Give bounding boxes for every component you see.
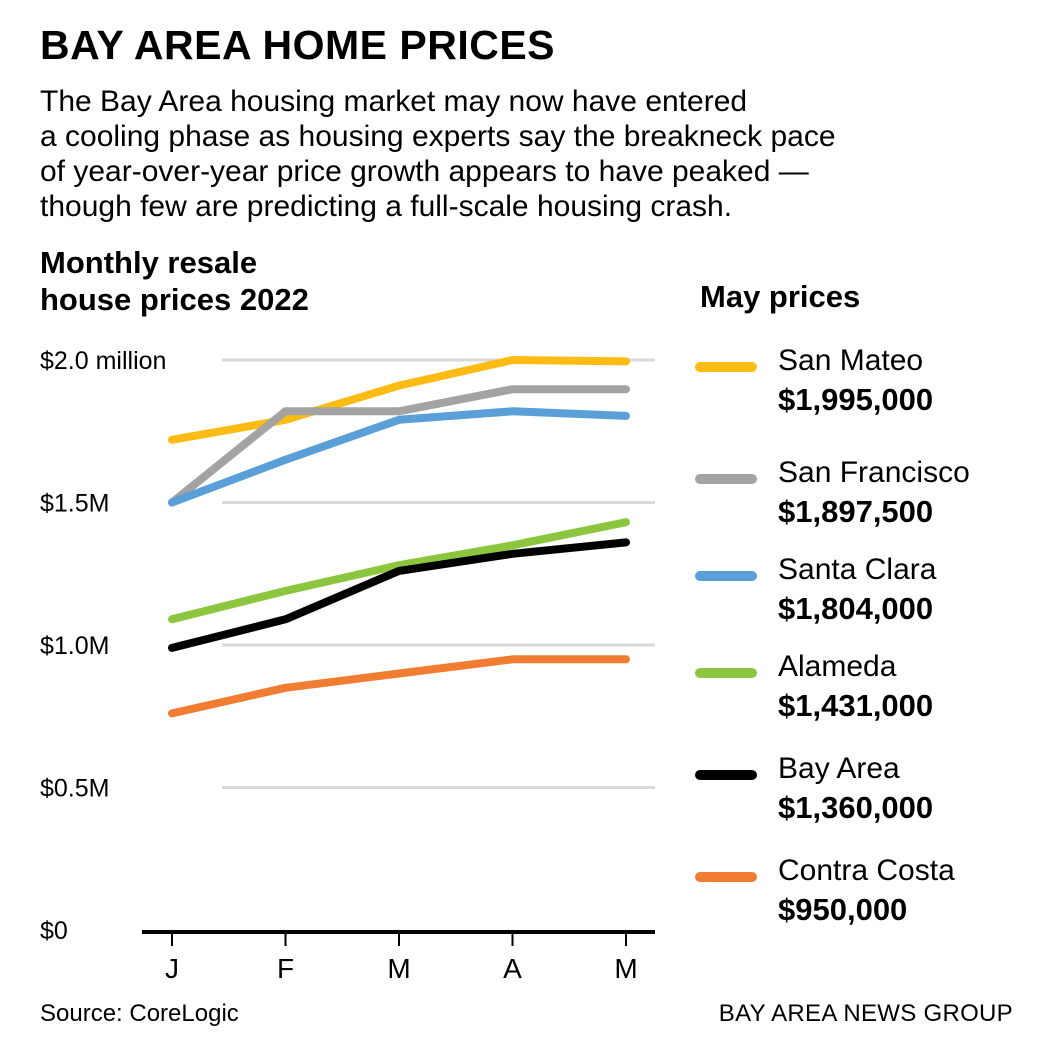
dek-line: The Bay Area housing market may now have…: [40, 85, 748, 118]
legend-may-price: $1,804,000: [778, 591, 934, 626]
legend-series-name: Bay Area: [778, 752, 900, 785]
y-tick-label: $1.0M: [40, 632, 109, 660]
legend-swatch: [695, 474, 757, 484]
series-line-san-francisco: [168, 385, 630, 507]
legend-series-name: San Mateo: [778, 344, 924, 377]
x-tick-label: A: [503, 953, 522, 984]
legend-swatch: [695, 770, 757, 780]
x-tick-label: M: [614, 953, 637, 984]
series-lines: [168, 356, 630, 718]
legend-swatch: [695, 872, 757, 882]
dek: The Bay Area housing market may now have…: [40, 84, 1000, 224]
legend-swatch: [695, 668, 757, 678]
dek-line: of year-over-year price growth appears t…: [40, 155, 809, 188]
legend-series-name: Contra Costa: [778, 854, 955, 887]
legend-may-price: $1,995,000: [778, 382, 934, 417]
series-line-alameda: [168, 518, 630, 624]
series-line-bay-area: [168, 538, 630, 652]
legend-may-price: $1,431,000: [778, 688, 934, 723]
gridlines: $0 $0.5M $1.0M $1.5M $2.0 million: [40, 347, 655, 945]
legend-may-price: $1,897,500: [778, 494, 934, 529]
legend-title: May prices: [700, 279, 861, 314]
chart-title-line: house prices 2022: [40, 282, 309, 317]
x-tick-label: J: [165, 953, 179, 984]
series-line-santa-clara: [168, 407, 630, 507]
credit-line: BAY AREA NEWS GROUP: [718, 1000, 1013, 1027]
legend-series-name: San Francisco: [778, 456, 970, 489]
chart-title: Monthly resale house prices 2022: [40, 244, 309, 318]
y-tick-label: $0.5M: [40, 775, 109, 803]
source-note: Source: CoreLogic: [40, 1000, 239, 1027]
chart-title-line: Monthly resale: [40, 245, 258, 280]
dek-line: a cooling phase as housing experts say t…: [40, 120, 836, 153]
legend-swatch: [695, 571, 757, 581]
series-line-contra-costa: [168, 655, 630, 718]
series-line-san-mateo: [168, 356, 630, 444]
y-tick-label: $2.0 million: [40, 347, 166, 375]
page-title: BAY AREA HOME PRICES: [40, 22, 556, 68]
x-tick-label: M: [387, 953, 410, 984]
dek-line: though few are predicting a full-scale h…: [40, 190, 733, 223]
legend-series-name: Santa Clara: [778, 553, 937, 586]
x-tick-label: F: [277, 953, 294, 984]
y-tick-label: $0: [40, 917, 68, 945]
legend-may-price: $950,000: [778, 892, 908, 927]
legend-swatch: [695, 362, 757, 372]
y-tick-label: $1.5M: [40, 490, 109, 518]
legend-series-name: Alameda: [778, 650, 897, 683]
legend-may-price: $1,360,000: [778, 790, 934, 825]
